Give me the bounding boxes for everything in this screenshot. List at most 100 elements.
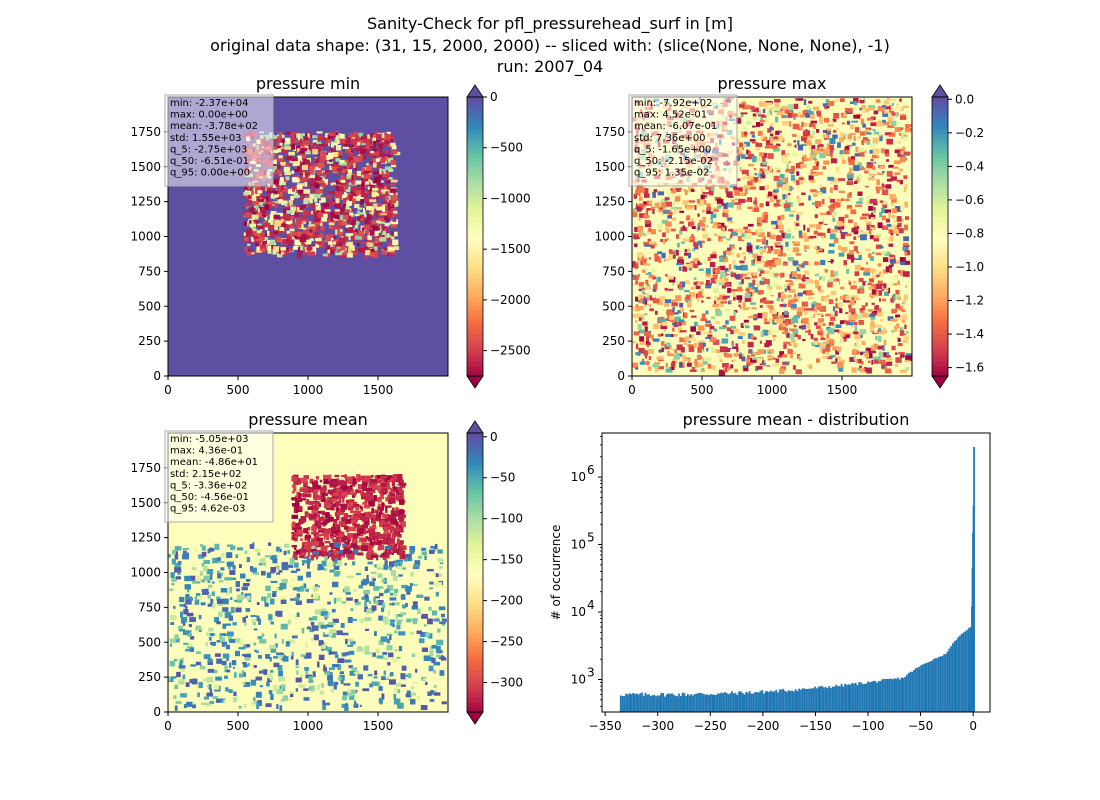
map-cell [787,192,791,196]
map-cell [900,127,904,130]
y-tick-label: 0 [617,369,625,383]
map-cell [777,355,783,358]
map-cell [382,204,387,210]
map-cell [741,169,749,175]
map-cell [703,332,711,335]
map-cell [248,185,251,191]
map-cell [796,310,803,317]
map-cell [827,130,831,136]
map-cell [639,203,646,208]
map-cell [286,210,293,214]
map-cell [834,310,838,317]
map-cell [792,198,798,202]
map-cell [734,189,740,196]
map-cell [376,222,382,229]
map-cell [787,140,791,143]
map-cell [842,112,847,117]
map-cell [379,168,382,175]
map-cell [693,281,698,286]
map-cell [866,162,874,168]
map-cell [883,121,890,126]
map-cell [740,323,744,328]
map-cell [314,158,319,164]
map-cell [861,139,864,146]
map-cell [284,249,288,256]
map-cell [767,165,771,171]
colorbar-segment [932,362,948,368]
map-cell [788,121,792,127]
map-cell [837,198,842,203]
map-cell [355,235,362,240]
map-cell [779,368,785,374]
map-cell [701,227,705,231]
map-cell [752,253,758,258]
map-cell [787,257,794,261]
map-cell [296,133,302,138]
map-cell [331,182,339,185]
map-cell [653,284,658,290]
map-cell [696,367,702,370]
map-cell [762,156,766,163]
map-cell [659,296,666,300]
map-cell [891,345,896,351]
map-cell [822,134,829,139]
map-cell [250,208,256,211]
map-cell [775,259,782,266]
map-cell [899,98,902,102]
map-cell [301,193,308,196]
map-cell [657,224,663,231]
map-cell [759,270,766,274]
map-cell [273,159,277,166]
map-cell [282,221,286,225]
map-cell [773,249,779,255]
map-cell [853,165,860,171]
map-cell [310,222,317,226]
map-cell [302,229,308,236]
colorbar-segment [467,366,483,372]
map-cell [875,335,878,341]
map-cell [891,308,898,313]
map-cell [739,260,745,264]
map-cell [900,354,905,358]
map-cell [808,292,815,295]
map-cell [885,218,890,223]
map-cell [362,227,365,232]
map-cell [268,219,274,225]
map-cell [857,162,863,169]
map-cell [291,170,295,174]
map-cell [321,197,326,203]
stats-line: std: 1.55e+03 [170,133,242,144]
map-cell [768,321,774,325]
map-cell [754,178,757,183]
map-cell [712,225,718,229]
map-cell [782,190,787,194]
map-cell [782,262,788,266]
map-cell [783,303,786,308]
map-cell [688,346,695,352]
map-cell [797,307,803,312]
colorbar-segment [467,273,483,279]
map-cell [758,114,765,117]
map-cell [739,192,745,196]
map-cell [247,248,251,251]
colorbar-segment [932,115,948,121]
map-cell [676,344,683,351]
map-cell [799,235,803,239]
map-cell [384,215,390,222]
map-cell [670,228,676,232]
colorbar-segment [932,162,948,168]
map-cell [812,202,815,205]
map-cell [844,107,849,114]
map-cell [669,317,675,323]
map-cell [369,199,377,203]
map-cell [903,257,911,261]
map-cell [783,194,788,199]
map-cell [756,122,761,127]
map-cell [721,298,726,302]
map-cell [767,233,771,237]
map-cell [897,153,902,157]
map-cell [841,198,845,201]
y-tick-label: 1000 [594,230,625,244]
map-cell [261,207,265,211]
map-cell [822,323,826,327]
